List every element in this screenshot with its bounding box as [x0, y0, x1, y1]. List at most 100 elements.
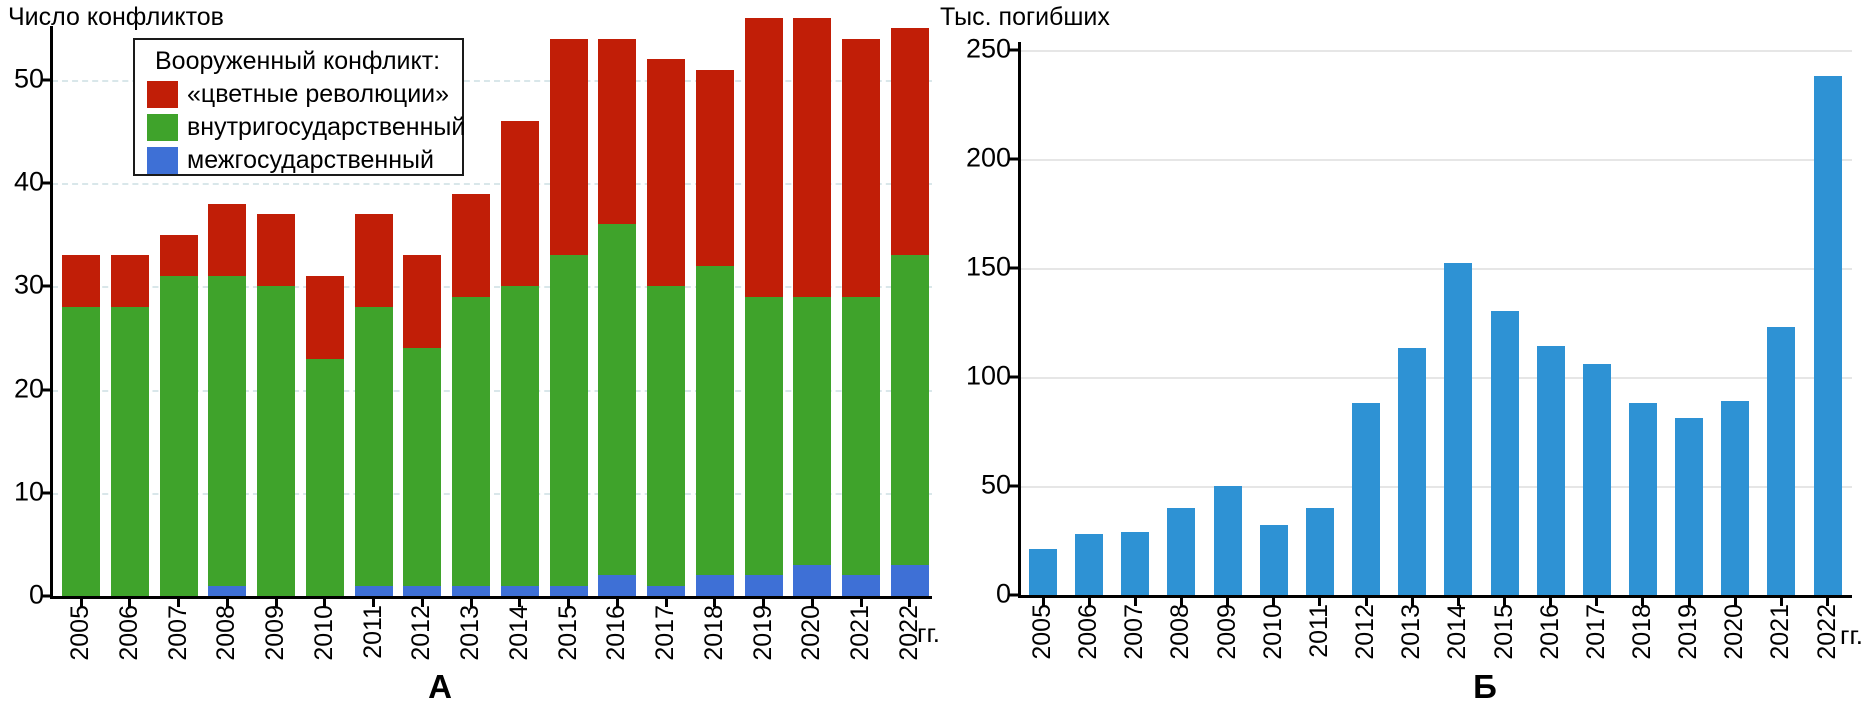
- y-tick-label: 250: [965, 32, 1011, 63]
- x-tick-label: 2012: [1351, 604, 1380, 660]
- gridline: [1020, 267, 1852, 270]
- bar-segment: [159, 276, 198, 596]
- bar-segment: [647, 59, 686, 287]
- bar-segment: [647, 585, 686, 596]
- bar-segment: [257, 214, 296, 287]
- bar-segment: [842, 38, 881, 297]
- y-tick-label: 10: [13, 476, 44, 507]
- bar-segment: [403, 585, 442, 596]
- x-tick-label: 2012: [407, 605, 436, 661]
- x-tick-label: 2016: [1535, 604, 1564, 660]
- bar-segment: [890, 565, 929, 596]
- bar-segment: [305, 276, 344, 359]
- x-tick: [908, 599, 912, 607]
- x-tick-label: 2020: [797, 605, 826, 661]
- bar-segment: [890, 28, 929, 256]
- y-tick: [1009, 593, 1018, 597]
- x-tick: [567, 599, 571, 607]
- x-tick: [1041, 598, 1045, 606]
- bar-segment: [110, 255, 149, 308]
- x-tick: [1595, 598, 1599, 606]
- chart-b-title: Тыс. погибших: [940, 3, 1110, 31]
- legend-row: межгосударственный: [147, 146, 456, 175]
- chart-a-title: Число конфликтов: [8, 3, 224, 31]
- legend-row: внутригосударственный: [147, 113, 465, 142]
- bar-segment: [1813, 75, 1842, 595]
- y-tick: [1009, 48, 1018, 51]
- gridline: [1020, 158, 1852, 161]
- y-tick: [41, 78, 50, 82]
- gridline: [52, 286, 932, 289]
- x-tick-label: 2017: [1581, 604, 1610, 660]
- y-tick-label: 50: [13, 63, 44, 94]
- x-tick: [225, 599, 229, 607]
- x-tick: [79, 599, 83, 607]
- bar-segment: [403, 348, 442, 586]
- y-tick: [1009, 484, 1018, 488]
- y-tick: [41, 181, 50, 185]
- x-tick-label: 2007: [1120, 604, 1149, 660]
- bar-segment: [598, 224, 637, 576]
- gridline: [52, 183, 932, 186]
- y-axis-line: [50, 26, 53, 599]
- bar-segment: [647, 286, 686, 586]
- x-tick: [1318, 598, 1322, 606]
- x-tick: [177, 599, 181, 607]
- x-tick: [1133, 598, 1137, 606]
- x-tick-label: 2010: [1258, 604, 1287, 660]
- x-tick-label: 2022: [1812, 604, 1841, 660]
- y-tick-label: 200: [965, 141, 1011, 172]
- x-tick-label: 2009: [1212, 604, 1241, 660]
- x-tick-label: 2010: [309, 605, 338, 661]
- y-tick: [1009, 157, 1018, 161]
- legend-row: «цветные революции»: [147, 80, 456, 109]
- x-tick-label: 2014: [504, 605, 533, 661]
- bar-segment: [1582, 363, 1611, 595]
- bar-segment: [598, 575, 637, 596]
- x-tick: [1179, 598, 1183, 606]
- bar-segment: [452, 585, 491, 596]
- x-tick-label: 2014: [1443, 604, 1472, 660]
- x-tick-label: 2021: [846, 605, 875, 661]
- bar-segment: [354, 214, 393, 308]
- bar-segment: [695, 265, 734, 576]
- bar-segment: [549, 255, 588, 586]
- y-axis-line: [1018, 42, 1021, 598]
- x-tick: [1826, 598, 1830, 606]
- x-tick-label: 2006: [114, 605, 143, 661]
- x-tick-label: 2011: [358, 605, 387, 659]
- x-axis-line: [1018, 595, 1852, 598]
- gridline: [52, 80, 932, 82]
- x-tick-label: 2019: [1674, 604, 1703, 660]
- x-tick: [859, 599, 863, 607]
- bar-segment: [890, 255, 929, 566]
- x-tick: [713, 599, 717, 607]
- bar-segment: [1167, 507, 1196, 595]
- x-tick-label: 2006: [1074, 604, 1103, 660]
- y-tick-label: 100: [965, 360, 1011, 391]
- bar-segment: [354, 307, 393, 586]
- gridline: [1020, 376, 1852, 379]
- chart-a-caption: А: [428, 668, 452, 705]
- legend-swatch: [147, 147, 178, 174]
- y-tick-label: 0: [28, 579, 44, 610]
- x-tick-label: 2021: [1766, 604, 1795, 660]
- x-tick: [1087, 598, 1091, 606]
- bar-segment: [695, 575, 734, 596]
- bar-segment: [744, 575, 783, 596]
- y-tick-label: 40: [13, 166, 44, 197]
- bar-segment: [793, 296, 832, 566]
- x-tick: [1364, 598, 1368, 606]
- x-tick: [762, 599, 766, 607]
- x-tick-label: 2019: [748, 605, 777, 661]
- bar-segment: [744, 18, 783, 297]
- x-tick-label: 2008: [1166, 604, 1195, 660]
- x-tick: [1272, 598, 1276, 606]
- y-tick-label: 0: [995, 578, 1011, 609]
- bar-segment: [208, 203, 247, 277]
- chart-a-years-unit-label: гг.: [917, 618, 941, 648]
- bar-segment: [744, 296, 783, 576]
- x-tick: [1687, 598, 1691, 606]
- bar-segment: [1628, 402, 1657, 595]
